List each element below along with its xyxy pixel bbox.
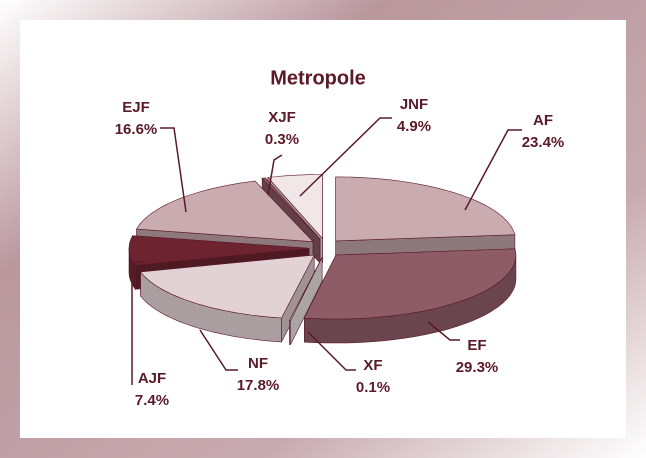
value-label: 4.9% bbox=[397, 118, 431, 135]
slice-name: XJF bbox=[268, 109, 296, 126]
slice bbox=[303, 248, 517, 320]
slice bbox=[289, 257, 323, 321]
leader-line bbox=[464, 129, 522, 211]
slice-name: AF bbox=[533, 112, 553, 129]
leader-line bbox=[427, 321, 460, 341]
value-label: 29.3% bbox=[456, 359, 499, 376]
slice bbox=[335, 176, 516, 242]
slice-name: EF bbox=[467, 337, 486, 354]
leader-line bbox=[299, 117, 392, 197]
slice-name: EJF bbox=[122, 99, 150, 116]
leader-line bbox=[199, 329, 238, 371]
value-label: 16.6% bbox=[115, 121, 158, 138]
chart-title: Metropole bbox=[270, 67, 366, 89]
slice-name: AJF bbox=[138, 370, 166, 387]
value-label: 17.8% bbox=[237, 377, 280, 394]
slice bbox=[267, 174, 323, 240]
leader-line bbox=[131, 261, 146, 385]
value-label: 23.4% bbox=[522, 134, 565, 151]
leader-line bbox=[160, 127, 187, 213]
slice-name: XF bbox=[363, 357, 382, 374]
slice-side bbox=[289, 320, 291, 345]
slice-name: JNF bbox=[400, 96, 428, 113]
slice bbox=[140, 254, 315, 319]
slice bbox=[261, 177, 321, 240]
leader-line bbox=[307, 331, 356, 371]
value-label: 7.4% bbox=[135, 392, 169, 409]
value-label: 0.3% bbox=[265, 131, 299, 148]
panel bbox=[20, 20, 626, 438]
value-label: 0.1% bbox=[356, 379, 390, 396]
slice bbox=[135, 180, 314, 243]
slice-name: NF bbox=[248, 355, 268, 372]
leader-line bbox=[267, 154, 283, 196]
